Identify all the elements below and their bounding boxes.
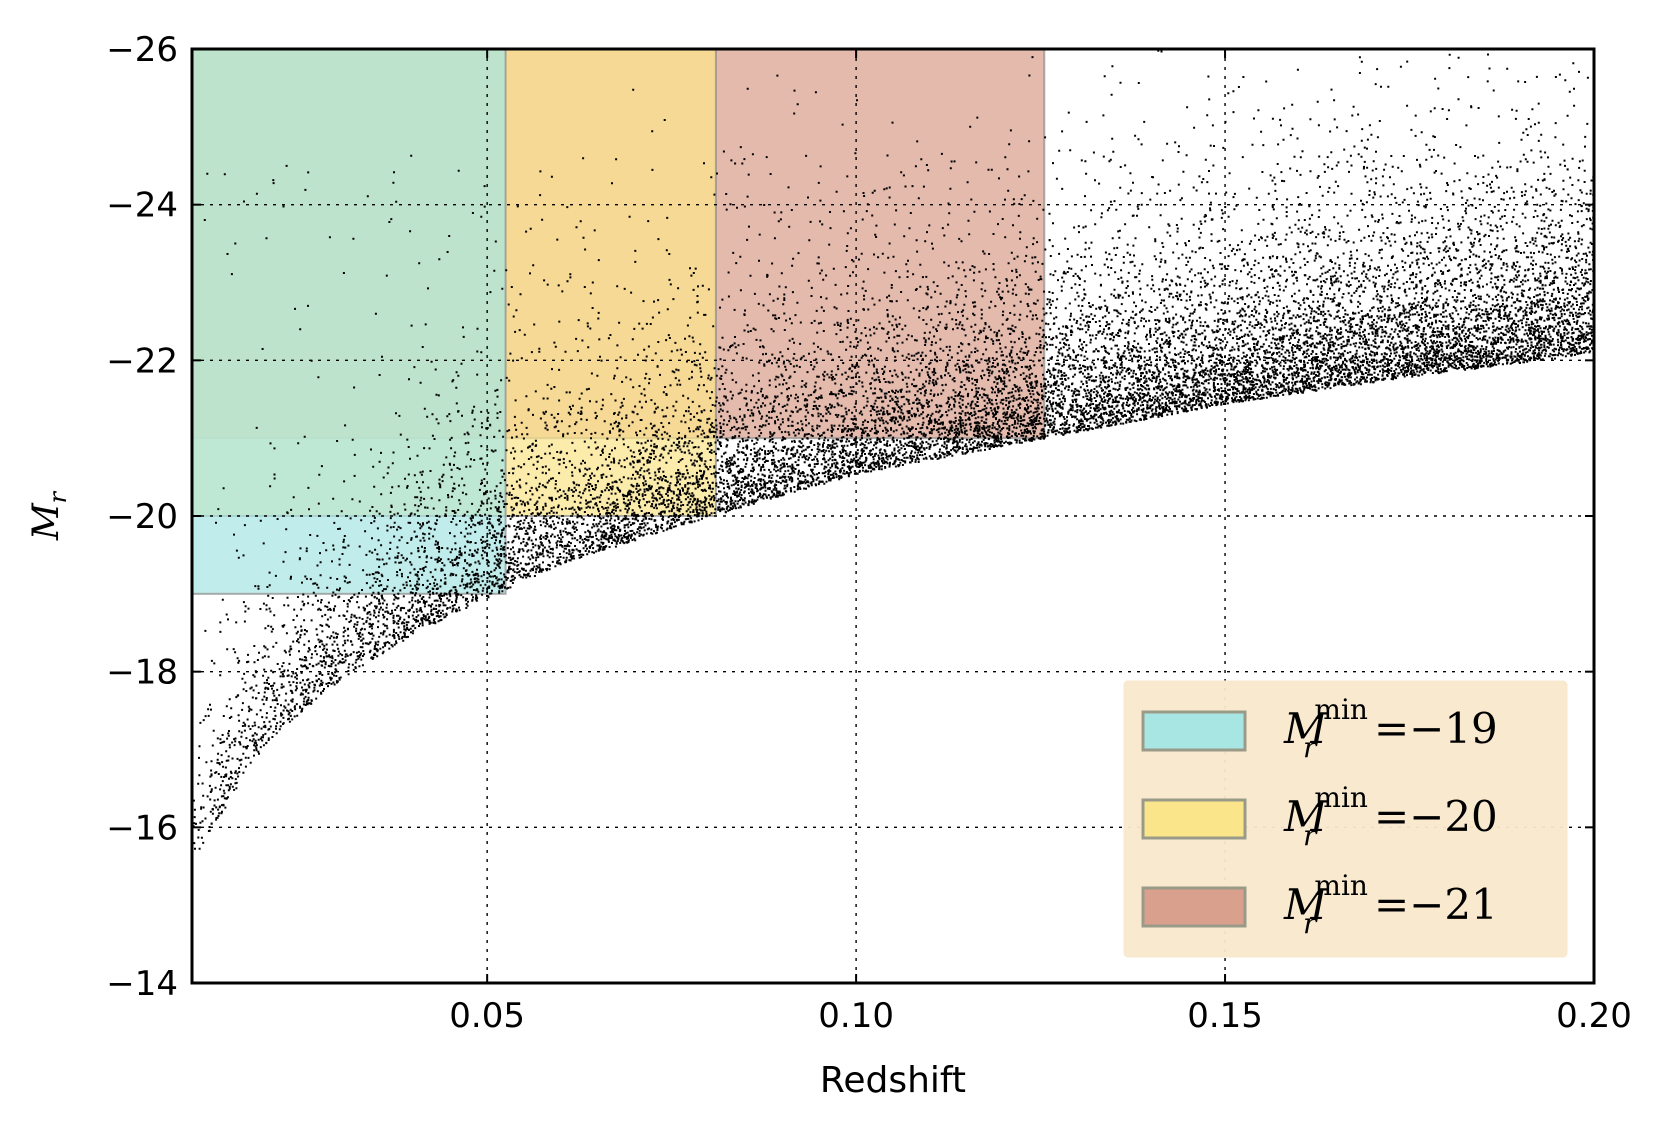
legend-entry-label: Mrmin =−20 [1283, 781, 1498, 852]
legend-swatch [1141, 710, 1247, 752]
legend-swatch [1141, 886, 1247, 928]
y-axis-subscript: r [44, 490, 72, 503]
y-tick-label: −16 [106, 808, 178, 848]
region-layer [192, 49, 1046, 595]
x-axis-title: Redshift [820, 1060, 966, 1101]
y-tick-label: −22 [106, 341, 178, 381]
legend-entry-label: Mrmin =−19 [1283, 693, 1498, 764]
tick-layer: 0.05 0.10 0.15 0.20 −26 −24 −22 −20 −18 −16 −14 [106, 30, 1632, 1036]
y-axis-symbol: M [26, 502, 67, 541]
y-tick-label: −20 [106, 497, 178, 537]
x-tick-label: 0.20 [1556, 996, 1632, 1036]
y-tick-label: −18 [106, 653, 178, 693]
legend-swatch [1141, 798, 1247, 840]
x-tick-label: 0.10 [818, 996, 894, 1036]
region-0 [192, 49, 507, 595]
legend: Mrmin =−19 Mrmin =−20 Mrmin =−21 [1123, 680, 1568, 958]
legend-entry-label: Mrmin =−21 [1283, 869, 1498, 940]
y-axis-title: Mr [26, 490, 72, 541]
y-tick-label: −26 [106, 30, 178, 70]
y-tick-label: −24 [106, 186, 178, 226]
x-tick-label: 0.15 [1187, 996, 1263, 1036]
y-tick-label: −14 [106, 964, 178, 1004]
x-tick-label: 0.05 [449, 996, 525, 1036]
grid-layer [192, 49, 1594, 983]
